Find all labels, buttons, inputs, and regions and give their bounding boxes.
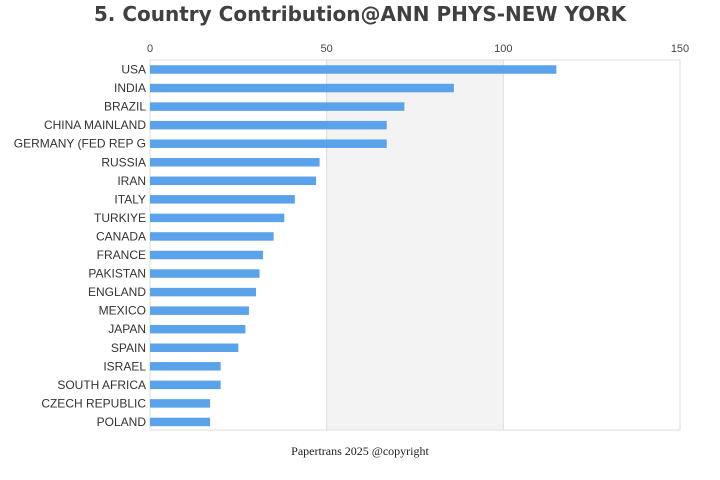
- bar: [150, 250, 264, 260]
- category-label: SOUTH AFRICA: [57, 378, 146, 392]
- category-label: GERMANY (FED REP G: [14, 137, 146, 151]
- bar: [150, 83, 454, 93]
- category-label: IRAN: [117, 174, 146, 188]
- footer-copyright: Papertrans 2025 @copyright: [291, 444, 429, 458]
- category-label: ISRAEL: [103, 359, 146, 373]
- category-label: ITALY: [114, 192, 146, 206]
- bar: [150, 324, 246, 334]
- category-label: CHINA MAINLAND: [44, 118, 146, 132]
- bars: [150, 65, 557, 427]
- bar: [150, 176, 317, 186]
- x-tick-label: 100: [494, 43, 512, 55]
- bar: [150, 399, 211, 408]
- y-axis-labels: USA INDIA BRAZIL CHINA MAINLAND GERMANY (FED…: [14, 63, 147, 429]
- bar: [150, 158, 320, 167]
- category-label: TURKIYE: [94, 211, 146, 225]
- category-label: MEXICO: [99, 304, 146, 318]
- category-label: RUSSIA: [101, 155, 146, 169]
- bar: [150, 213, 285, 223]
- bar: [150, 287, 256, 297]
- x-axis-ticks: 0 50 100 150: [147, 43, 689, 55]
- plot-border: [149, 59, 681, 431]
- bar: [150, 65, 557, 74]
- x-tick-label: 0: [147, 43, 153, 55]
- bar: [150, 120, 387, 130]
- bar: [150, 269, 260, 278]
- bar: [150, 102, 405, 111]
- bar: [150, 417, 211, 427]
- category-label: INDIA: [114, 81, 146, 95]
- category-label: SPAIN: [111, 341, 146, 355]
- bar: [150, 362, 221, 371]
- category-label: POLAND: [97, 415, 147, 429]
- bar: [150, 232, 274, 241]
- chart-title: 5. Country Contribution@ANN PHYS-NEW YOR…: [93, 2, 627, 26]
- bar: [150, 139, 387, 148]
- bar: [150, 195, 295, 204]
- bar: [150, 380, 221, 390]
- category-label: USA: [121, 63, 146, 77]
- category-label: BRAZIL: [104, 100, 146, 114]
- category-label: ENGLAND: [88, 285, 146, 299]
- category-label: CZECH REPUBLIC: [41, 396, 146, 410]
- plot-bands: [326, 60, 504, 430]
- x-tick-label: 150: [671, 43, 689, 55]
- plot-band: [326, 60, 504, 430]
- bar: [150, 306, 249, 315]
- category-label: JAPAN: [108, 322, 146, 336]
- category-label: FRANCE: [97, 248, 146, 262]
- bar: [150, 343, 239, 352]
- x-tick-label: 50: [321, 43, 333, 55]
- category-label: PAKISTAN: [88, 267, 146, 281]
- category-label: CANADA: [96, 229, 146, 243]
